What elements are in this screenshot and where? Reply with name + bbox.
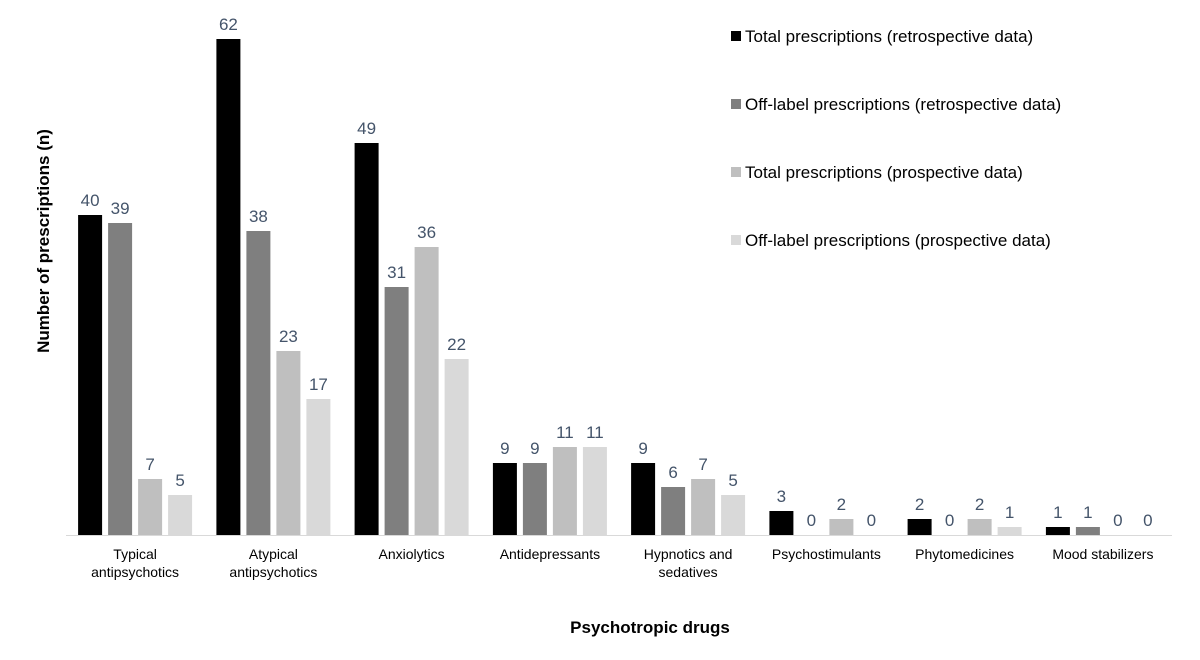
bar-series-2-cat-3	[384, 287, 409, 535]
x-tick-label: Phytomedicines	[915, 546, 1014, 562]
data-label: 9	[530, 439, 539, 458]
data-label: 2	[837, 495, 846, 514]
x-tick-label: Psychostimulants	[772, 546, 881, 562]
x-axis-title: Psychotropic drugs	[570, 618, 730, 637]
bar-series-1-cat-1	[78, 215, 103, 535]
data-label: 1	[1053, 503, 1062, 522]
data-label: 17	[309, 375, 328, 394]
data-label: 0	[807, 511, 816, 530]
data-label: 2	[975, 495, 984, 514]
bars-layer	[78, 39, 1100, 535]
data-label: 36	[417, 223, 436, 242]
bar-series-4-cat-3	[444, 359, 469, 535]
legend-label: Total prescriptions (prospective data)	[745, 163, 1023, 182]
data-label: 0	[867, 511, 876, 530]
bar-series-4-cat-5	[721, 495, 746, 535]
bar-series-4-cat-2	[306, 399, 331, 535]
data-label: 1	[1005, 503, 1014, 522]
data-label: 38	[249, 207, 268, 226]
bar-series-3-cat-2	[276, 351, 301, 535]
bar-series-1-cat-6	[769, 511, 794, 535]
legend-swatch	[731, 31, 741, 41]
bar-series-2-cat-8	[1075, 527, 1100, 535]
data-label: 62	[219, 15, 238, 34]
data-label: 9	[500, 439, 509, 458]
legend: Total prescriptions (retrospective data)…	[731, 27, 1061, 250]
data-label: 0	[945, 511, 954, 530]
data-label: 3	[777, 487, 786, 506]
y-axis-title: Number of prescriptions (n)	[34, 129, 53, 353]
x-tick-label: Anxiolytics	[379, 546, 445, 562]
data-label: 7	[698, 455, 707, 474]
data-label: 2	[915, 495, 924, 514]
data-label: 31	[387, 263, 406, 282]
bar-series-3-cat-3	[414, 247, 439, 535]
data-label: 49	[357, 119, 376, 138]
data-label: 5	[728, 471, 737, 490]
bar-series-2-cat-5	[661, 487, 686, 535]
data-label: 23	[279, 327, 298, 346]
bar-series-1-cat-3	[354, 143, 379, 535]
x-tick-labels: Typical antipsychotics Atypical antipsychot…	[91, 546, 1153, 580]
data-label: 6	[668, 463, 677, 482]
bar-series-3-cat-6	[829, 519, 854, 535]
data-label: 1	[1083, 503, 1092, 522]
x-tick-label: Atypical antipsychotics	[229, 546, 317, 580]
bar-series-2-cat-2	[246, 231, 271, 535]
legend-label: Total prescriptions (retrospective data)	[745, 27, 1033, 46]
data-label: 40	[81, 191, 100, 210]
bar-series-1-cat-7	[907, 519, 932, 535]
legend-swatch	[731, 167, 741, 177]
x-tick-label: Antidepressants	[500, 546, 600, 562]
data-label: 7	[145, 455, 154, 474]
legend-swatch	[731, 99, 741, 109]
bar-series-3-cat-5	[691, 479, 716, 535]
bar-series-4-cat-4	[582, 447, 607, 535]
legend-label: Off-label prescriptions (prospective dat…	[745, 231, 1051, 250]
bar-series-2-cat-1	[108, 223, 133, 535]
data-label: 5	[175, 471, 184, 490]
data-label: 9	[638, 439, 647, 458]
legend-label: Off-label prescriptions (retrospective d…	[745, 95, 1061, 114]
bar-series-4-cat-7	[997, 527, 1022, 535]
data-label: 39	[111, 199, 130, 218]
bar-series-2-cat-4	[522, 463, 547, 535]
data-label: 11	[586, 423, 604, 442]
bar-series-4-cat-1	[168, 495, 193, 535]
x-tick-label: Hypnotics and sedatives	[644, 546, 733, 580]
data-label: 0	[1113, 511, 1122, 530]
bar-series-1-cat-4	[492, 463, 517, 535]
bar-series-3-cat-4	[552, 447, 577, 535]
bar-series-3-cat-7	[967, 519, 992, 535]
bar-series-3-cat-1	[138, 479, 163, 535]
x-tick-label: Mood stabilizers	[1052, 546, 1153, 562]
x-tick-label: Typical antipsychotics	[91, 546, 179, 580]
bar-series-1-cat-2	[216, 39, 241, 535]
bar-series-1-cat-8	[1045, 527, 1070, 535]
data-label: 22	[447, 335, 466, 354]
legend-swatch	[731, 235, 741, 245]
data-label: 0	[1143, 511, 1152, 530]
data-label: 11	[556, 423, 574, 442]
bar-series-1-cat-5	[631, 463, 656, 535]
